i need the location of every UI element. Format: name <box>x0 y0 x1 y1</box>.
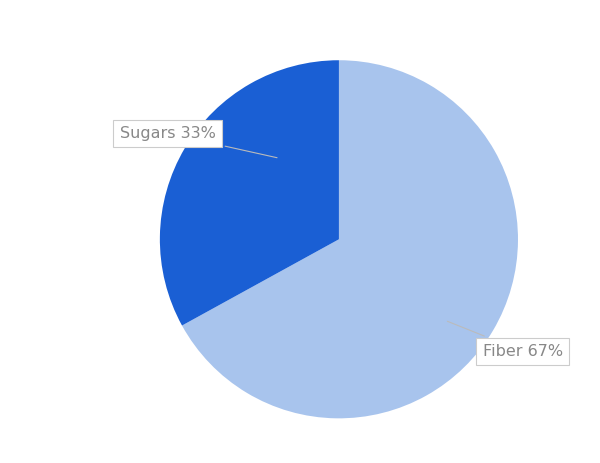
Text: Fiber 67%: Fiber 67% <box>448 321 563 359</box>
Wedge shape <box>160 60 339 325</box>
Text: Sugars 33%: Sugars 33% <box>120 126 277 158</box>
Wedge shape <box>182 60 518 419</box>
